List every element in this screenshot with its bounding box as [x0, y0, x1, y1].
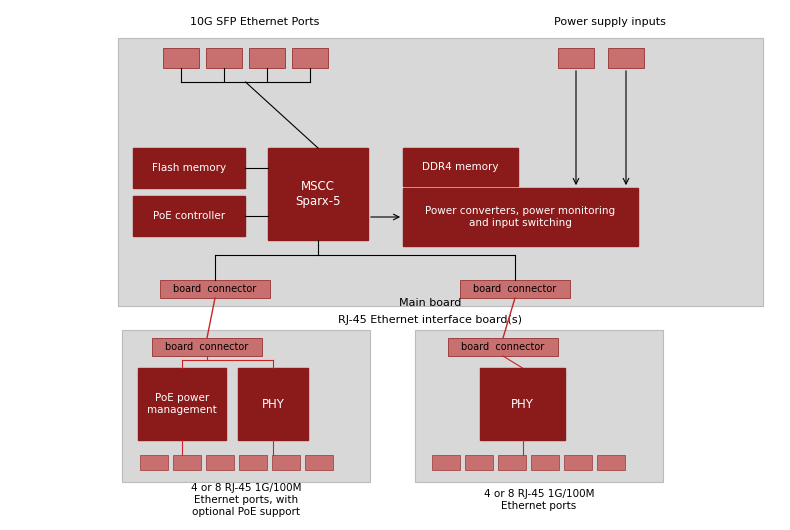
FancyBboxPatch shape [249, 48, 285, 68]
FancyBboxPatch shape [272, 455, 300, 470]
FancyBboxPatch shape [403, 148, 518, 186]
FancyBboxPatch shape [239, 455, 267, 470]
FancyBboxPatch shape [206, 455, 234, 470]
FancyBboxPatch shape [238, 368, 308, 440]
Text: MSCC
Sparx-5: MSCC Sparx-5 [295, 180, 340, 208]
Text: 10G SFP Ethernet Ports: 10G SFP Ethernet Ports [190, 17, 320, 27]
FancyBboxPatch shape [152, 338, 262, 356]
Text: 4 or 8 RJ-45 1G/100M
Ethernet ports: 4 or 8 RJ-45 1G/100M Ethernet ports [483, 489, 594, 511]
Text: Flash memory: Flash memory [152, 163, 226, 173]
FancyBboxPatch shape [163, 48, 199, 68]
FancyBboxPatch shape [206, 48, 242, 68]
Text: Power supply inputs: Power supply inputs [554, 17, 666, 27]
FancyBboxPatch shape [531, 455, 559, 470]
Text: board  connector: board connector [165, 342, 249, 352]
FancyBboxPatch shape [460, 280, 570, 298]
FancyBboxPatch shape [122, 330, 370, 482]
Text: RJ-45 Ethernet interface board(s): RJ-45 Ethernet interface board(s) [338, 315, 522, 325]
Text: 4 or 8 RJ-45 1G/100M
Ethernet ports, with
optional PoE support: 4 or 8 RJ-45 1G/100M Ethernet ports, wit… [190, 483, 301, 517]
Text: PoE power
management: PoE power management [147, 393, 217, 415]
FancyBboxPatch shape [498, 455, 526, 470]
Text: PHY: PHY [511, 398, 534, 411]
FancyBboxPatch shape [292, 48, 328, 68]
FancyBboxPatch shape [133, 196, 245, 236]
FancyBboxPatch shape [564, 455, 592, 470]
FancyBboxPatch shape [403, 188, 638, 246]
FancyBboxPatch shape [558, 48, 594, 68]
Text: board  connector: board connector [173, 284, 257, 294]
FancyBboxPatch shape [432, 455, 460, 470]
Text: PHY: PHY [261, 398, 284, 411]
FancyBboxPatch shape [133, 148, 245, 188]
FancyBboxPatch shape [160, 280, 270, 298]
Text: DDR4 memory: DDR4 memory [422, 162, 498, 172]
FancyBboxPatch shape [140, 455, 168, 470]
Text: board  connector: board connector [473, 284, 557, 294]
FancyBboxPatch shape [173, 455, 201, 470]
FancyBboxPatch shape [448, 338, 558, 356]
FancyBboxPatch shape [415, 330, 663, 482]
FancyBboxPatch shape [608, 48, 644, 68]
FancyBboxPatch shape [597, 455, 625, 470]
FancyBboxPatch shape [138, 368, 226, 440]
FancyBboxPatch shape [268, 148, 368, 240]
Text: board  connector: board connector [461, 342, 544, 352]
FancyBboxPatch shape [118, 38, 763, 306]
FancyBboxPatch shape [480, 368, 565, 440]
FancyBboxPatch shape [305, 455, 333, 470]
Text: Main board: Main board [399, 298, 461, 308]
Text: PoE controller: PoE controller [153, 211, 225, 221]
Text: Power converters, power monitoring
and input switching: Power converters, power monitoring and i… [426, 206, 615, 228]
FancyBboxPatch shape [465, 455, 493, 470]
